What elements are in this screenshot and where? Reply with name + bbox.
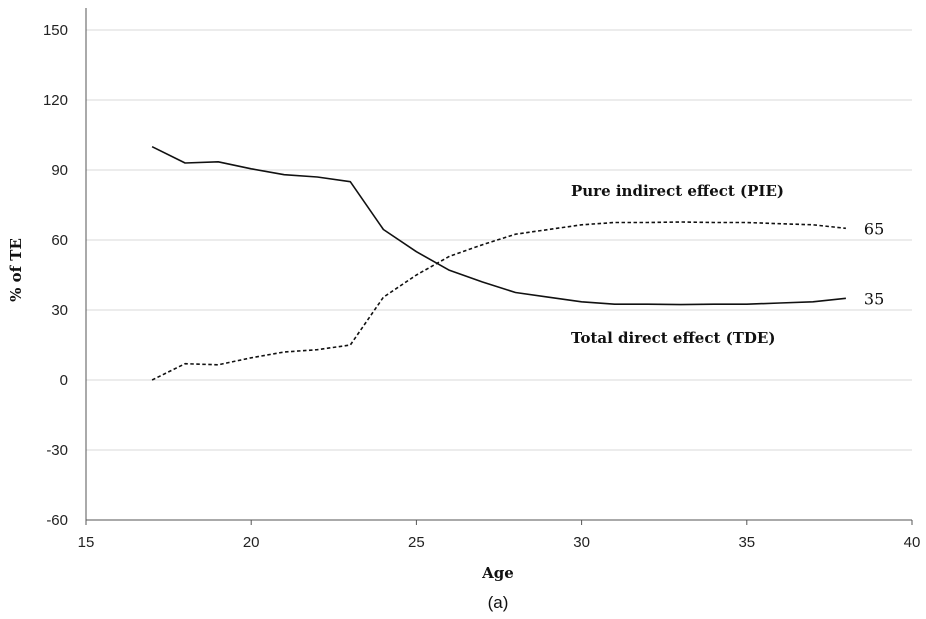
y-tick-label: 60 (51, 232, 68, 249)
y-tick-label: 150 (43, 22, 68, 39)
pie-series-name: Pure indirect effect (PIE) (571, 182, 784, 200)
tde-series-line (151, 145, 846, 306)
tde-series-name: Total direct effect (TDE) (571, 329, 775, 347)
y-tick-label: -60 (46, 512, 68, 529)
x-tick-label: 40 (904, 534, 921, 551)
tick-labels: -60 -30 0 30 60 90 120 150 15 20 25 30 35 40 (43, 22, 920, 551)
axes (85, 8, 913, 525)
y-tick-label: -30 (46, 442, 68, 459)
series-lines (151, 145, 846, 381)
y-tick-label: 120 (43, 92, 68, 109)
y-tick-label: 90 (51, 162, 68, 179)
x-tick-label: 30 (573, 534, 590, 551)
x-axis-label: Age (481, 564, 514, 582)
y-tick-label: 0 (60, 372, 68, 389)
annotations: 35 65 Pure indirect effect (PIE) Total dire… (571, 182, 884, 347)
figure-caption: (a) (488, 593, 509, 612)
y-tick-label: 30 (51, 302, 68, 319)
pie-series-line (151, 221, 846, 381)
y-axis-label: % of TE (7, 238, 25, 302)
tde-end-label: 35 (864, 289, 884, 308)
x-tick-label: 25 (408, 534, 425, 551)
x-tick-label: 35 (738, 534, 755, 551)
pie-end-label: 65 (864, 219, 884, 238)
x-tick-label: 20 (243, 534, 260, 551)
gridlines (86, 29, 912, 451)
x-tick-label: 15 (78, 534, 95, 551)
